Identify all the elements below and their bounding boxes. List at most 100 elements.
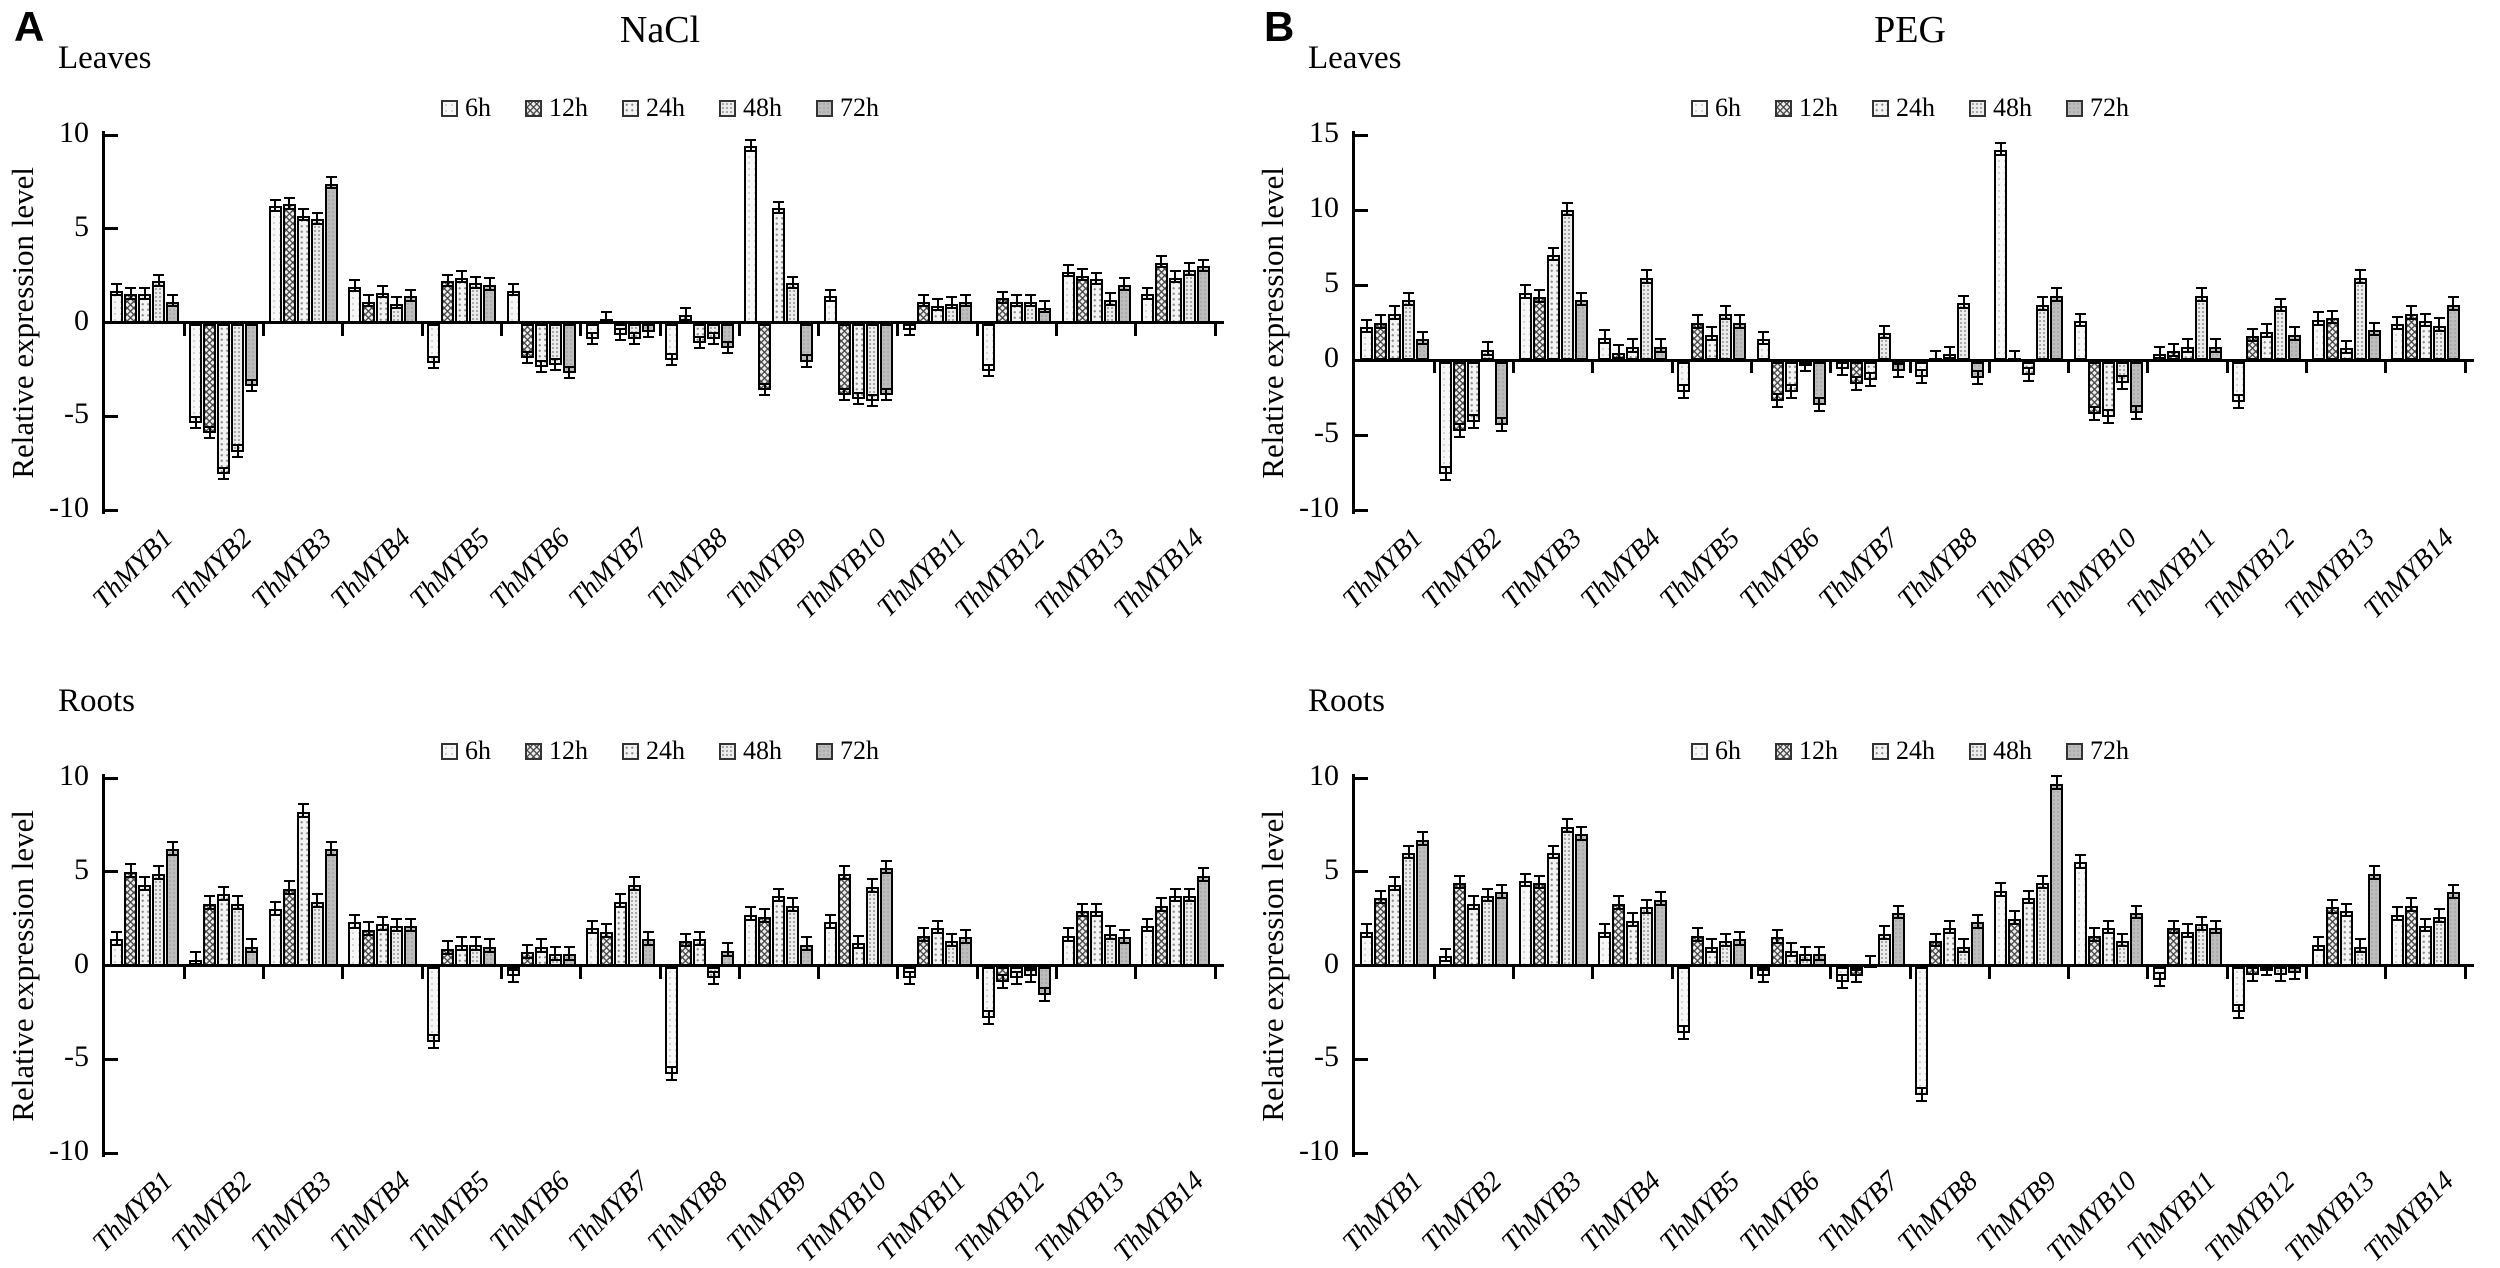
error-bar-cap [1197,269,1209,272]
error-bar-cap [1930,945,1942,948]
error-bar-cap [2391,906,2403,909]
x-axis-tick [499,322,503,336]
error-bar-stem [1067,928,1070,941]
error-bar-stem [1095,903,1098,917]
error-bar-cap [1836,987,1848,989]
bar-ThMYB5-24h [1705,334,1719,360]
error-bar-stem [908,971,911,985]
bar-ThMYB1-6h [110,290,124,323]
bar-ThMYB12-6h [982,967,996,1018]
y-tick-label: -5 [1314,1040,1339,1074]
error-bar-cap [1011,294,1023,297]
error-bar-cap [456,269,468,272]
error-bar-stem [1776,929,1779,943]
error-bar-stem [1659,892,1662,906]
panel-b-roots-subtitle: Roots [1308,683,1386,719]
x-axis-tick [262,322,266,336]
error-bar-cap [1468,895,1480,898]
error-bar-cap [246,938,258,941]
bar-ThMYB12-6h [982,324,996,371]
bar-ThMYB8-6h [1915,967,1929,1095]
error-bar-cap [2354,281,2366,284]
error-bar-cap [283,207,295,210]
error-bar-cap [377,284,388,287]
error-bar-cap [1025,294,1037,297]
error-bar-stem [1486,888,1489,902]
error-bar-cap [880,872,892,875]
y-tick-label: -5 [64,397,89,431]
bar-ThMYB4-48h [1640,277,1653,360]
x-category-label: ThMYB8 [1891,522,1985,615]
error-bar-cap [377,296,388,299]
error-bar-cap [628,889,640,892]
panel-b: B PEG Leaves 6h 12h 24h 48h 72h 15 10 5 0 -5 -10 R… [1250,0,2500,1268]
error-bar-stem [1524,873,1527,887]
error-bar-stem [1421,331,1424,345]
error-bar-cap [960,941,971,944]
error-bar-stem [1067,265,1070,277]
bar-ThMYB13-72h [2367,330,2381,360]
error-bar-stem [2424,918,2427,932]
panel-b-leaves-legend: 6h 12h 24h 48h 72h [1355,95,2465,121]
bar-ThMYB5-48h [1719,313,1733,360]
error-bar-cap [2023,902,2035,905]
error-bar-stem [1603,330,1606,343]
x-axis-tick [1749,360,1753,373]
error-bar-stem [805,937,808,951]
error-bar-stem [763,383,766,395]
bar-ThMYB9-48h [786,283,800,323]
error-bar-cap [2247,327,2259,330]
legend-swatch-48h [719,99,736,117]
error-bar-cap [2405,305,2417,307]
error-bar-stem [1818,946,1821,960]
y-axis-tick [105,414,118,418]
error-bar-cap [1519,284,1531,286]
x-axis-tick [1670,965,1674,979]
error-bar-cap [708,343,720,346]
error-bar-stem [1552,247,1555,261]
bar-ThMYB5-6h [427,324,441,364]
error-bar-cap [1076,915,1088,918]
error-bar-cap [153,273,165,276]
y-tick-label: -5 [1314,416,1339,449]
error-bar-cap [1183,900,1195,903]
error-bar-stem [605,924,608,937]
error-bar-stem [1818,398,1821,411]
error-bar-cap [232,455,244,458]
error-bar-stem [591,332,594,345]
error-bar-cap [349,926,360,929]
error-bar-cap [1062,939,1074,942]
error-bar-cap [405,288,416,291]
x-category-label: ThMYB2 [1416,522,1509,615]
error-bar-cap [1533,874,1545,877]
error-bar-cap [139,297,151,300]
error-bar-cap [2289,326,2301,328]
x-category-label: ThMYB7 [1812,1165,1905,1258]
error-bar-stem [1738,315,1741,328]
error-bar-stem [1472,414,1475,428]
error-bar-cap [2326,898,2338,901]
error-bar-cap [1533,288,1545,291]
legend-item-6h: 6h [1691,95,1741,121]
bar-ThMYB8-24h [693,939,707,966]
error-bar-cap [2405,909,2417,912]
error-bar-cap [2391,328,2403,331]
error-bar-stem [619,329,622,341]
bar-ThMYB13-12h [2325,907,2339,966]
error-bar-cap [297,219,309,222]
error-bar-stem [964,929,967,943]
error-bar-stem [1603,924,1606,937]
error-bar-cap [2340,902,2352,905]
error-bar-cap [2312,311,2324,313]
error-bar-cap [2102,422,2114,424]
error-bar-cap [1757,330,1769,333]
error-bar-cap [204,436,216,439]
error-bar-stem [2200,916,2203,930]
error-bar-cap [1417,844,1429,847]
error-bar-cap [1454,887,1466,890]
error-bar-cap [2102,919,2114,922]
error-bar-cap [246,378,258,381]
error-bar-cap [2168,932,2179,935]
error-bar-stem [922,928,925,941]
error-bar-cap [1561,201,1573,204]
